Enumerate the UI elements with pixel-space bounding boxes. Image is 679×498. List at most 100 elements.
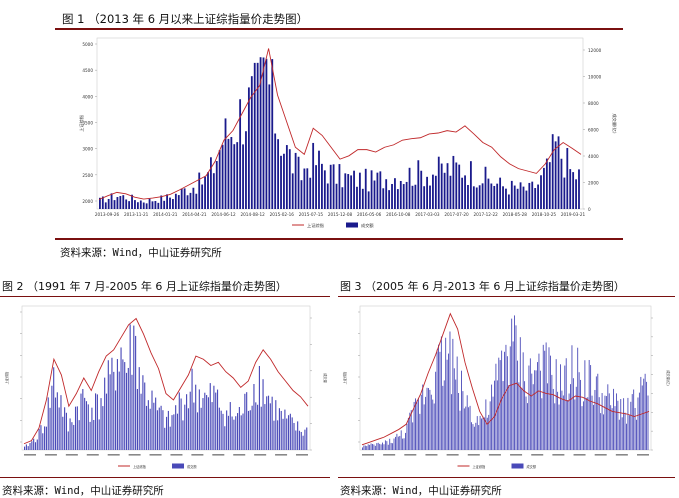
volume-bar [304,429,306,450]
x-tick-mark [254,454,267,456]
volume-bar [636,419,637,450]
volume-bar [373,180,376,209]
volume-bar [125,372,128,450]
volume-bar [162,410,164,450]
volume-bar [364,445,366,450]
right-tick-label: 0 [588,207,591,212]
volume-bar [426,387,428,450]
volume-bar [537,184,539,209]
volume-bar [449,175,452,209]
figure1-chart: 2000 2500 3000 3500 4000 4500 5000 0 2000 4000 600… [78,37,618,229]
volume-bar [464,175,466,209]
volume-bar [633,389,635,450]
x-tick-mark [383,454,396,456]
volume-bar [27,446,29,450]
volume-bar [521,388,523,450]
volume-bar [591,395,593,450]
volume-bar [417,398,419,450]
x-tick-label: 2014-06-12 [211,212,236,217]
volume-bar [85,401,88,450]
figure1-bottom-rule [55,238,623,240]
volume-bar [104,202,107,209]
volume-bar [148,198,151,209]
volume-bar [554,403,556,450]
volume-bar [54,397,57,450]
volume-bar [363,445,365,450]
volume-bar [65,412,67,450]
x-tick-mark [488,454,501,456]
volume-bar [472,424,474,450]
volume-bar [224,118,227,209]
figure2-bottom-rule [0,477,330,478]
volume-bar [475,422,477,450]
volume-bar [89,421,91,450]
volume-bar [91,407,93,450]
volume-bar [271,59,274,209]
volume-bar [443,380,445,450]
x-tick-mark [149,454,162,456]
volume-bar [376,172,379,209]
volume-bar [246,392,248,450]
volume-bar [139,200,142,209]
volume-bar [160,195,163,209]
volume-bar [505,188,507,209]
volume-bar [285,145,288,209]
right-axis-label: 成交量(亿) [666,370,671,385]
volume-bar [488,414,490,450]
volume-bar [542,344,544,450]
left-axis-label: 上证综指 [342,371,347,385]
volume-bar [623,398,625,450]
volume-bar [415,398,416,450]
volume-bar [315,165,317,209]
volume-bar [344,173,347,209]
volume-bar [271,396,273,450]
volume-bar [577,347,579,450]
volume-bar [558,404,560,450]
volume-bar [562,395,564,450]
volume-bar [552,388,554,450]
volume-bar [508,385,510,450]
volume-bar [581,406,583,450]
volume-bar [613,388,615,450]
volume-bar [607,384,609,450]
volume-bar [528,182,531,209]
volume-bar [45,426,47,450]
volume-bar [189,192,192,209]
volume-bar [218,150,221,209]
volume-bar [242,413,244,450]
volume-bar [383,444,385,450]
volume-bar [282,418,284,450]
volume-bar [257,404,259,450]
volume-bar [38,428,40,450]
volume-bar [36,439,38,450]
x-tick-label: 2019-03-21 [561,212,586,217]
volume-bar [100,398,102,450]
volume-bar [280,155,282,209]
volume-bar [541,398,543,450]
volume-bar [395,436,396,450]
figure1-title: 图 1 （2013 年 6 月以来上证综指量价走势图） [62,12,309,26]
x-tick-mark [594,454,607,456]
volume-bar [129,324,131,450]
volume-bar [473,426,475,450]
volume-bar [201,184,204,209]
volume-bar [306,427,308,450]
x-tick-mark [170,454,183,456]
volume-bar [544,350,546,450]
volume-bar [499,360,501,450]
volume-bar [507,194,510,209]
volume-bar [239,99,242,209]
volume-bar [62,416,64,450]
index-line [98,48,582,200]
volume-bar [376,443,378,450]
figure3-chart: 上证综指 成交量(亿)上证综指 成交额 [342,305,671,469]
volume-bar [598,397,600,450]
volume-bar [189,391,191,450]
volume-bar [249,410,251,450]
volume-bar [465,406,467,450]
volume-bar [164,427,166,450]
volume-bar [195,384,197,450]
volume-bar [510,180,513,209]
volume-bar [505,344,507,450]
volume-bar [459,410,461,450]
